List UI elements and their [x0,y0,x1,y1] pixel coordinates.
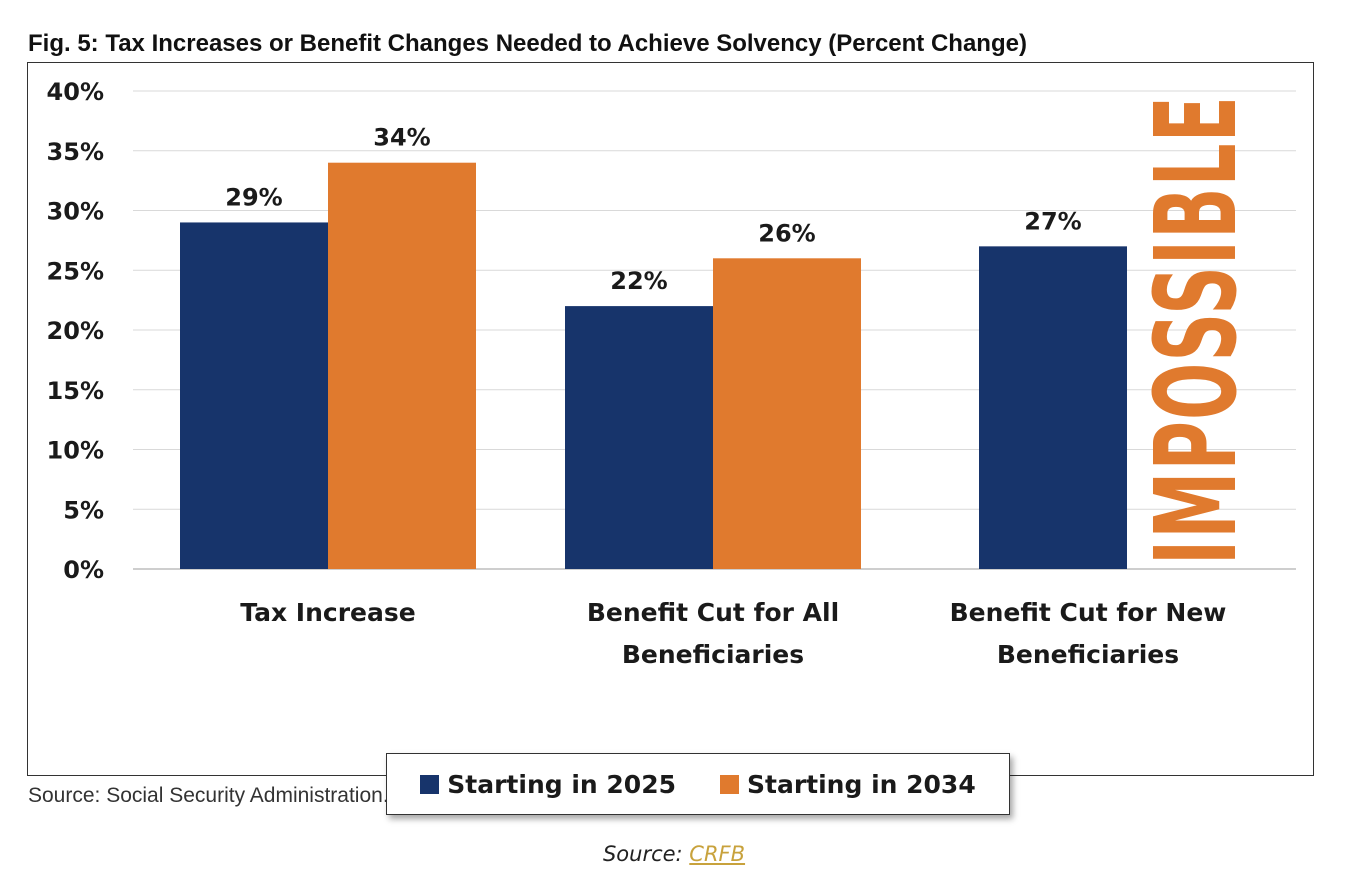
caption-prefix: Source: [602,842,690,866]
legend-item-2034: Starting in 2034 [720,770,976,799]
legend-label: Starting in 2025 [447,769,676,799]
chart-frame: 29% 34% 22% 26% 27% 0% 5% 10% 15% 20% 25% 30% 35% 40… [27,62,1314,815]
legend-swatch [420,774,440,794]
impossible-stamp: IMPOSSIBLE [1132,95,1263,565]
x-category-label: Beneficiaries [997,640,1179,669]
bar-value-label: 34% [373,124,430,152]
y-tick-label: 15% [47,377,104,405]
bar-value-label: 26% [758,219,815,247]
x-category-label: Benefit Cut for New [950,598,1227,627]
bar-2025 [979,246,1127,569]
bar-value-label: 22% [610,267,667,295]
x-category-label: Beneficiaries [622,640,804,669]
legend-swatch [720,774,739,794]
bar-chart-plot: 29% 34% 22% 26% 27% 0% 5% 10% 15% 20% 25% 30% 35% 40… [47,78,1296,669]
y-tick-label: 5% [63,496,104,524]
y-tick-label: 35% [47,138,104,166]
x-category-label: Tax Increase [240,598,415,627]
y-tick-label: 10% [47,437,104,465]
x-category-label: Benefit Cut for All [587,598,839,627]
bar-value-label: 27% [1024,207,1081,235]
bar-2025 [565,306,713,569]
chart-legend: Starting in 2025 Starting in 2034 [386,753,1010,815]
bar-value-label: 29% [225,183,282,211]
y-tick-label: 20% [47,317,104,345]
bar-2025 [180,222,328,569]
legend-item-2025: Starting in 2025 [420,770,676,799]
y-tick-label: 25% [47,257,104,285]
y-tick-label: 30% [47,198,104,226]
bar-2034 [328,162,476,569]
page-caption: Source: CRFB [0,842,1348,866]
bar-2034 [713,258,861,569]
y-tick-label: 40% [47,78,104,106]
chart-title: Fig. 5: Tax Increases or Benefit Changes… [28,30,1027,57]
source-note: Source: Social Security Administration. [28,784,389,807]
y-tick-label: 0% [63,556,104,584]
legend-label: Starting in 2034 [747,769,976,799]
caption-source-link[interactable]: CRFB [689,842,746,866]
